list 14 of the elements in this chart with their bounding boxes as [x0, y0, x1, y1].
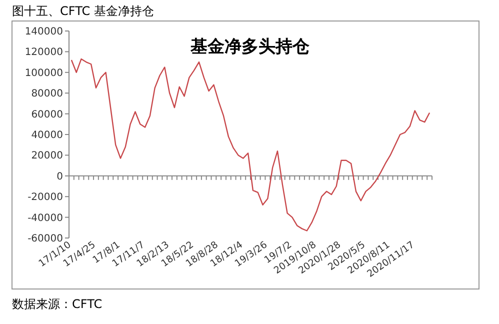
chart-subtitle: 基金净多头持仓: [190, 37, 310, 57]
y-tick-label: 40000: [31, 130, 63, 141]
y-tick-label: 140000: [24, 26, 63, 38]
y-tick-label: -60000: [28, 234, 63, 244]
y-tick-label: 20000: [31, 150, 63, 162]
y-tick-label: 120000: [24, 47, 63, 58]
y-tick-label: 60000: [31, 109, 63, 120]
y-tick-label: 100000: [24, 68, 63, 79]
y-tick-label: -20000: [28, 192, 63, 204]
chart-title: 图十五、CFTC 基金净持仓: [12, 4, 154, 18]
y-tick-label: 80000: [31, 88, 63, 100]
y-tick-label: -40000: [28, 212, 63, 224]
source-note: 数据来源：CFTC: [12, 297, 102, 311]
y-tick-label: 0: [56, 171, 63, 182]
